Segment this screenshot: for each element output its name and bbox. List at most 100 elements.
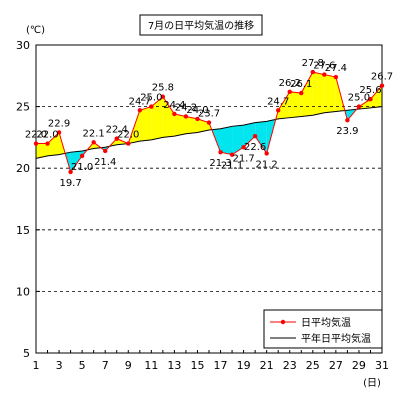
x-tick-label-23: 23 [283,359,297,372]
y-tick-label-15: 15 [16,224,30,237]
data-label-day-22: 24.7 [267,96,289,107]
x-tick-label-21: 21 [260,359,274,372]
fill-below-normal [232,125,244,155]
data-point-day-19 [241,145,246,150]
legend-marker-observed [280,319,286,325]
data-point-day-3 [56,130,62,135]
data-label-day-31: 26.7 [371,72,393,83]
data-point-day-18 [229,152,235,157]
data-point-day-11 [149,104,154,109]
data-point-day-1 [33,141,39,146]
data-label-day-4: 19.7 [59,178,81,189]
data-label-day-11: 25.0 [140,93,162,104]
data-label-day-17: 21.3 [209,158,231,169]
fill-below-normal [243,122,256,148]
data-label-day-21: 21.2 [256,159,278,170]
legend: 日平均気温 平年日平均気温 [263,309,383,349]
data-point-day-25 [310,69,315,75]
data-point-day-28 [345,117,350,123]
data-point-day-12 [160,94,166,99]
data-point-day-10 [137,108,142,113]
data-point-day-16 [206,120,212,125]
y-tick-label-30: 30 [16,39,30,52]
data-point-day-22 [276,108,281,113]
x-tick-label-15: 15 [190,359,204,372]
data-label-day-19: 21.7 [232,153,254,164]
legend-label-normal: 平年日平均気温 [301,332,371,345]
fill-above-normal [185,116,198,134]
data-label-day-15: 24.0 [186,105,208,116]
data-point-day-13 [172,111,177,117]
data-point-day-4 [68,169,73,175]
x-tick-label-1: 1 [33,359,40,372]
fill-above-normal [312,72,325,116]
x-axis-label: (日) [363,378,381,389]
x-tick-label-31: 31 [375,359,389,372]
data-point-day-23 [287,89,292,95]
data-point-day-29 [356,104,362,109]
y-tick-label-10: 10 [16,285,30,298]
data-label-day-16: 23.7 [198,109,220,120]
fill-above-normal [151,96,163,140]
fill-above-normal [278,91,290,119]
data-label-day-23: 26.2 [279,78,301,89]
chart-title-box: 7月の日平均気温の推移 [139,14,263,36]
data-label-day-27: 27.4 [325,63,347,74]
data-point-day-24 [299,90,304,96]
data-label-day-29: 25.0 [348,93,370,104]
fill-above-normal [197,118,209,133]
data-label-day-25: 27.8 [302,58,324,69]
x-tick-label-25: 25 [306,359,320,372]
legend-frame [263,309,383,349]
data-point-day-20 [252,133,258,139]
x-tick-label-7: 7 [102,359,109,372]
data-label-day-5: 21.0 [71,162,93,173]
y-axis-label: (℃) [26,25,45,36]
fill-above-normal [36,143,48,159]
data-point-day-27 [333,74,339,80]
fill-above-normal [324,74,336,113]
data-point-day-6 [91,140,96,145]
fill-above-normal [301,72,313,117]
normal-temperature-line [35,106,383,159]
x-tick-label-11: 11 [144,359,158,372]
fill-below-normal [255,121,267,154]
data-label-day-1: 22.0 [25,130,47,141]
data-point-day-5 [79,153,85,159]
data-point-day-14 [183,114,189,119]
fill-above-normal [47,132,60,156]
data-label-day-20: 22.6 [244,142,266,153]
data-label-day-30: 25.6 [359,85,381,96]
fill-below-normal [70,150,83,172]
x-tick-label-29: 29 [352,359,366,372]
data-label-day-26: 27.6 [313,61,335,72]
data-labels: 22.022.022.919.721.022.121.422.422.024.7… [25,58,393,189]
data-point-day-2 [45,141,50,146]
y-tick-label-25: 25 [16,101,30,114]
fill-above-normal [370,85,382,108]
x-tick-label-3: 3 [56,359,63,372]
data-point-day-21 [264,151,269,156]
y-tick-label-20: 20 [16,162,30,175]
data-point-day-26 [322,72,327,77]
grid-lines [36,106,382,292]
data-label-day-6: 22.1 [83,128,105,139]
data-label-day-18: 21.1 [221,161,243,172]
data-point-day-8 [114,136,119,141]
data-label-day-14: 24.2 [175,102,197,113]
x-tick-label-9: 9 [125,359,132,372]
fill-below-normal [220,126,233,155]
data-label-day-3: 22.9 [48,118,70,129]
data-point-day-15 [195,116,200,122]
data-label-day-13: 24.4 [163,100,185,111]
data-point-day-31 [379,83,385,88]
title-frame [139,14,263,36]
chart-title: 7月の日平均気温の推移 [148,19,254,32]
x-tick-label-19: 19 [237,359,251,372]
fill-above-normal [139,106,152,142]
data-label-day-8: 22.4 [106,125,128,136]
fill-above-normal [289,91,302,118]
legend-label-observed: 日平均気温 [301,316,351,329]
